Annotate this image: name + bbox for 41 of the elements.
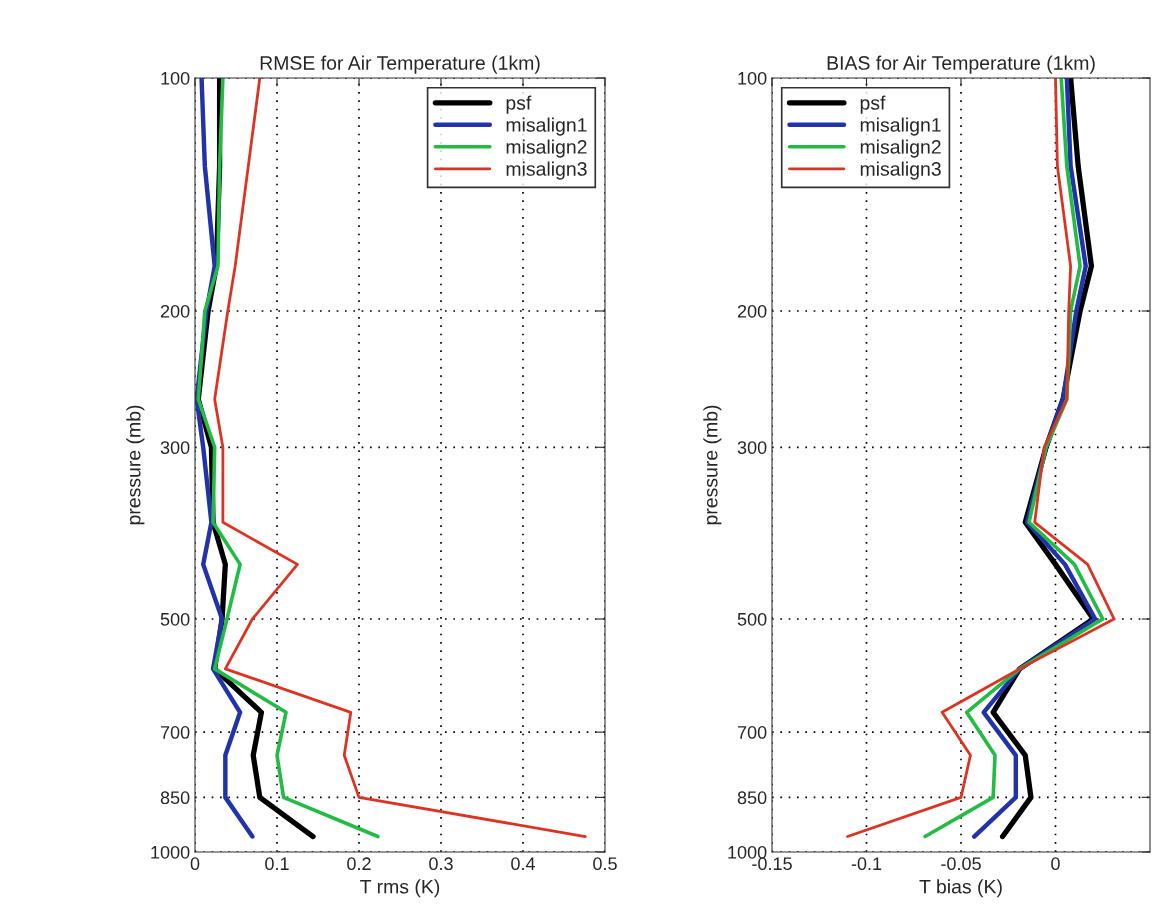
y-tick-label: 200 bbox=[737, 304, 767, 318]
y-tick-label: 700 bbox=[737, 726, 767, 739]
x-tick-label: 0.4 bbox=[511, 857, 536, 871]
y-axis-title: pressure (mb) bbox=[703, 405, 722, 525]
y-axis-title: pressure (mb) bbox=[126, 405, 145, 525]
y-tick-label: 200 bbox=[160, 304, 190, 318]
line-series bbox=[846, 78, 1116, 838]
y-tick-label: 700 bbox=[160, 726, 190, 739]
x-tick-label: -0.15 bbox=[752, 857, 792, 871]
x-tick-label: -0.05 bbox=[941, 857, 981, 871]
x-tick-label: 0.5 bbox=[593, 857, 617, 871]
y-tick-label: 850 bbox=[737, 791, 767, 805]
legend-label: misalign1 bbox=[860, 117, 941, 136]
legend-label: misalign2 bbox=[860, 139, 941, 158]
y-tick-label: 100 bbox=[161, 71, 190, 85]
legend-label: misalign2 bbox=[506, 139, 587, 158]
line-series bbox=[213, 78, 587, 838]
line-series bbox=[196, 78, 380, 839]
x-tick-label: 0.3 bbox=[429, 857, 453, 871]
legend-label: psf bbox=[506, 95, 532, 114]
chart-title: BIAS for Air Temperature (1km) bbox=[827, 55, 1095, 74]
legend-label: misalign3 bbox=[860, 161, 941, 180]
x-tick-label: 0 bbox=[1051, 857, 1060, 871]
x-axis-title: T bias (K) bbox=[919, 879, 1002, 898]
x-tick-label: 0 bbox=[190, 857, 200, 871]
y-tick-label: 500 bbox=[737, 612, 767, 626]
y-tick-label: 300 bbox=[737, 441, 767, 455]
legend-label: misalign1 bbox=[506, 117, 587, 136]
x-tick-label: 0.1 bbox=[265, 857, 289, 871]
y-tick-label: 300 bbox=[160, 441, 190, 455]
y-tick-label: 500 bbox=[160, 612, 190, 626]
legend-label: psf bbox=[860, 95, 886, 114]
legend-label: misalign3 bbox=[506, 161, 587, 180]
y-tick-label: 850 bbox=[160, 791, 190, 805]
y-tick-label: 1000 bbox=[151, 845, 190, 859]
y-tick-label: 1000 bbox=[728, 845, 767, 859]
chart-title: RMSE for Air Temperature (1km) bbox=[260, 55, 540, 74]
y-tick-label: 100 bbox=[738, 71, 767, 85]
x-axis-title: T rms (K) bbox=[360, 879, 440, 898]
x-tick-label: 0.2 bbox=[347, 857, 371, 871]
x-tick-label: -0.1 bbox=[851, 857, 882, 871]
